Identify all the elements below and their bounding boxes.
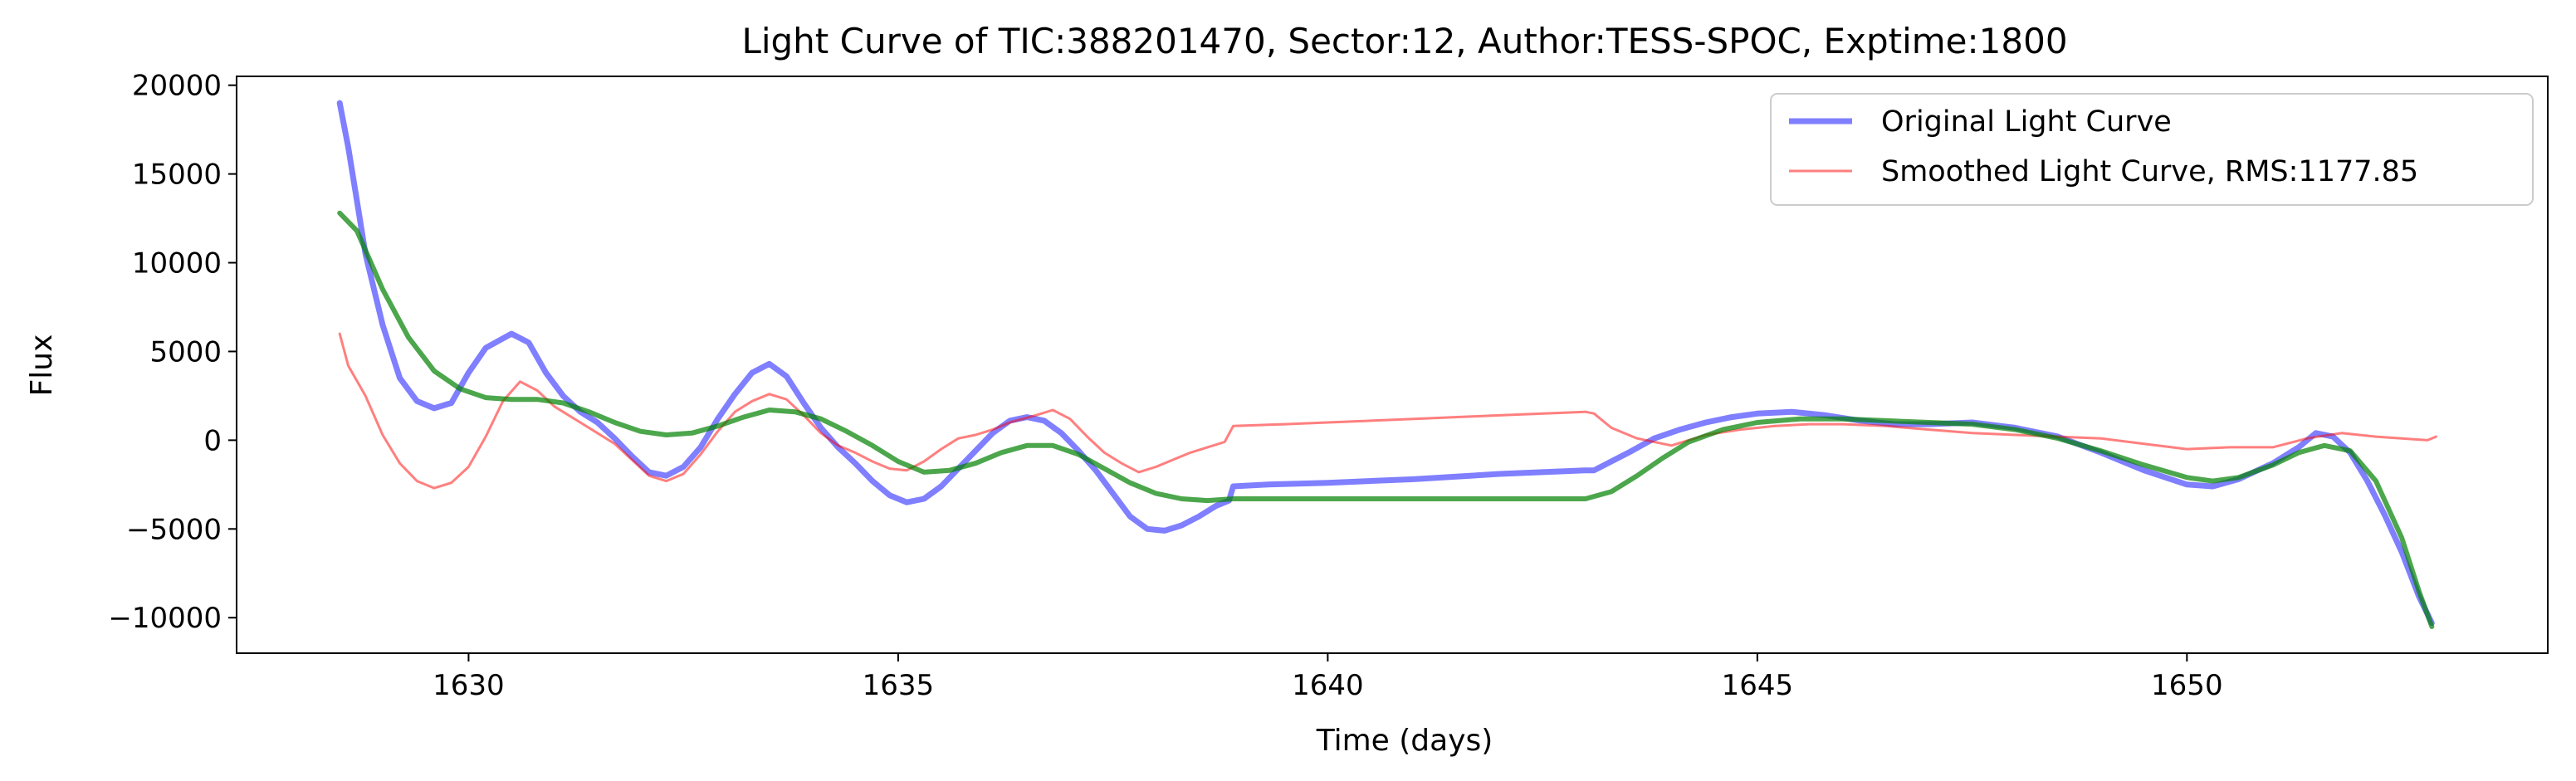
y-tick-label: 5000 [149, 335, 222, 369]
x-axis-ticks: 1630 1635 1640 1645 1650 [433, 653, 2223, 702]
y-tick-label: 20000 [132, 70, 222, 103]
legend: Original Light Curve Smoothed Light Curv… [1770, 93, 2534, 206]
x-tick-label: 1650 [2151, 669, 2223, 702]
x-tick-label: 1645 [1722, 669, 1794, 702]
series-trend-fit [337, 210, 2435, 629]
series-smoothed-light-curve [338, 332, 2437, 490]
chart-title: Light Curve of TIC:388201470, Sector:12,… [741, 21, 2067, 61]
y-tick-label: 10000 [132, 247, 222, 281]
x-axis-label: Time (days) [1316, 724, 1493, 758]
y-tick-label: 0 [203, 424, 222, 457]
x-tick-label: 1630 [433, 669, 505, 702]
legend-label-original: Original Light Curve [1881, 105, 2172, 139]
y-axis-ticks: −10000 −5000 0 5000 10000 15000 20000 [108, 70, 237, 635]
legend-label-smoothed: Smoothed Light Curve, RMS:1177.85 [1881, 155, 2418, 188]
series-layer [336, 100, 2437, 629]
y-tick-label: 15000 [132, 159, 222, 192]
y-tick-label: −10000 [108, 602, 222, 635]
y-axis-label: Flux [25, 334, 59, 397]
x-tick-label: 1640 [1292, 669, 1364, 702]
x-tick-label: 1635 [863, 669, 935, 702]
plot-frame [236, 76, 2549, 654]
y-tick-label: −5000 [126, 513, 222, 546]
legend-box [1770, 93, 2534, 206]
plot-area [236, 76, 2549, 654]
